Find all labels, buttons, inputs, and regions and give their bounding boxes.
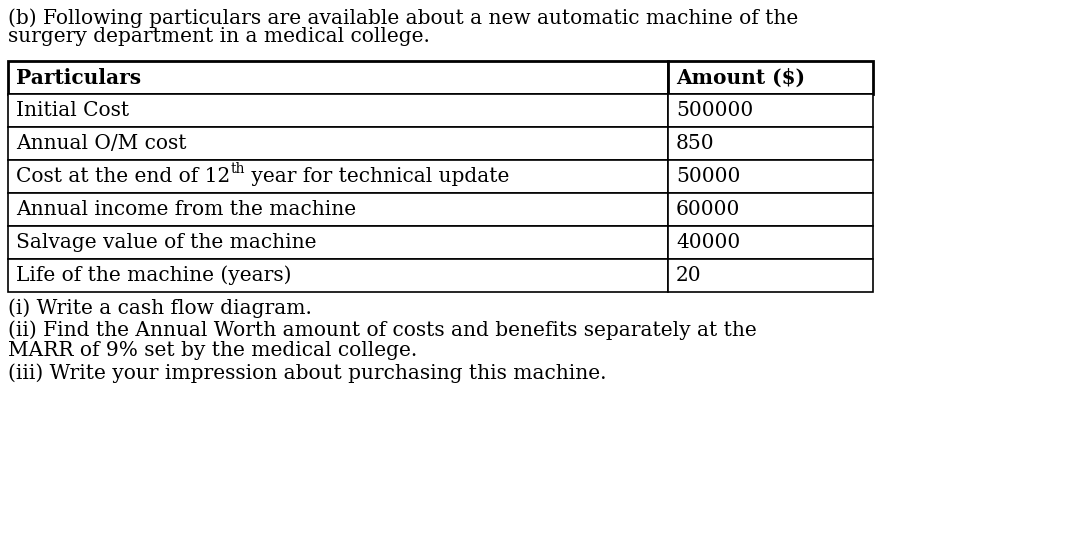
Text: (i) Write a cash flow diagram.: (i) Write a cash flow diagram. [8,298,312,318]
Bar [8,94,668,127]
Text: surgery department in a medical college.: surgery department in a medical college. [8,27,430,46]
Text: Annual income from the machine: Annual income from the machine [16,200,356,219]
Text: MARR of 9% set by the medical college.: MARR of 9% set by the medical college. [8,341,417,360]
Text: Particulars: Particulars [16,68,141,87]
Text: 850: 850 [676,134,715,153]
Bar [8,259,668,292]
Bar [8,160,668,193]
Text: (b) Following particulars are available about a new automatic machine of the: (b) Following particulars are available … [8,8,799,27]
Text: 500000: 500000 [676,101,754,120]
Bar [8,127,668,160]
Bar [668,193,873,226]
Bar [8,226,668,259]
Text: (iii) Write your impression about purchasing this machine.: (iii) Write your impression about purcha… [8,363,606,383]
Text: Annual O/M cost: Annual O/M cost [16,134,186,153]
Text: 50000: 50000 [676,167,741,186]
Text: 60000: 60000 [676,200,741,219]
Text: year for technical update: year for technical update [245,167,510,186]
Text: Salvage value of the machine: Salvage value of the machine [16,233,316,252]
Text: Initial Cost: Initial Cost [16,101,129,120]
Bar [668,94,873,127]
Text: Amount ($): Amount ($) [676,68,805,87]
Bar [668,61,873,94]
Text: 40000: 40000 [676,233,741,252]
Text: th: th [230,163,245,176]
Bar [8,61,668,94]
Text: (ii) Find the Annual Worth amount of costs and benefits separately at the: (ii) Find the Annual Worth amount of cos… [8,320,757,340]
Text: Life of the machine (years): Life of the machine (years) [16,266,291,285]
Bar [8,193,668,226]
Bar [668,259,873,292]
Text: Cost at the end of 12: Cost at the end of 12 [16,167,230,186]
Bar [668,226,873,259]
Bar [668,127,873,160]
Text: 20: 20 [676,266,702,285]
Bar [668,160,873,193]
